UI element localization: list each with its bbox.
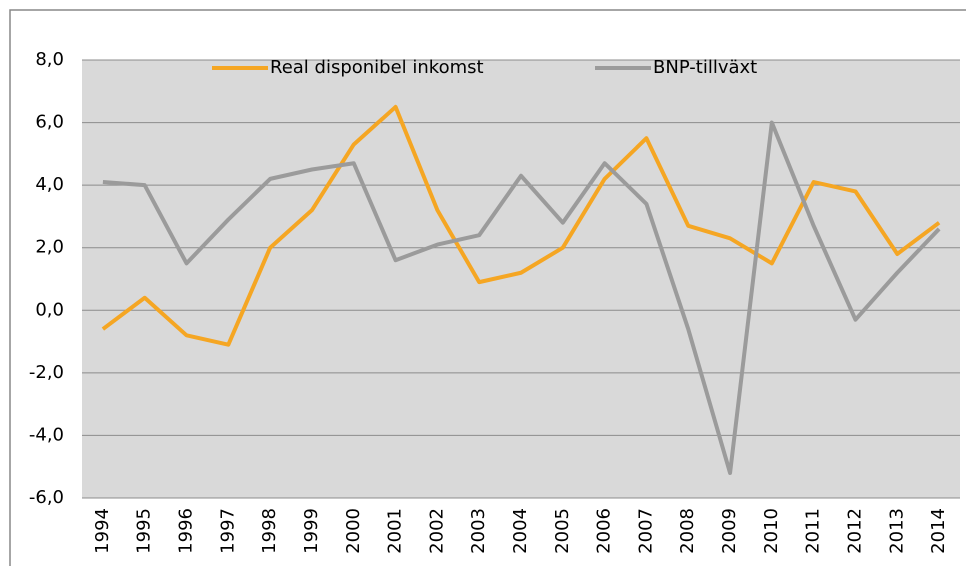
y-tick-label: 8,0	[35, 49, 64, 70]
x-tick-label: 1998	[259, 508, 280, 554]
x-tick-label: 1997	[217, 508, 238, 554]
series-line	[102, 120, 941, 475]
x-tick-label: 2014	[928, 508, 949, 554]
legend-label: BNP-tillväxt	[653, 57, 757, 78]
y-tick-label: -6,0	[29, 487, 64, 508]
x-tick-label: 1996	[176, 508, 197, 554]
x-tick-label: 2003	[468, 508, 489, 554]
x-tick-label: 2009	[719, 508, 740, 554]
y-tick-label: 4,0	[35, 174, 64, 195]
y-tick-label: 2,0	[35, 237, 64, 258]
x-tick-label: 1995	[134, 508, 155, 554]
x-tick-label: 2011	[803, 508, 824, 554]
x-tick-label: 2005	[552, 508, 573, 554]
x-tick-label: 2001	[385, 508, 406, 554]
y-tick-label: -4,0	[29, 424, 64, 445]
legend-label: Real disponibel inkomst	[270, 57, 484, 78]
y-tick-label: 6,0	[35, 112, 64, 133]
x-tick-label: 2007	[635, 508, 656, 554]
plot-area	[82, 60, 960, 498]
x-tick-label: 2004	[510, 508, 531, 554]
y-tick-label: -2,0	[29, 362, 64, 383]
x-tick-label: 1994	[92, 508, 113, 554]
y-tick-label: 0,0	[35, 299, 64, 320]
x-tick-label: 2000	[343, 508, 364, 554]
x-tick-label: 2008	[677, 508, 698, 554]
x-tick-label: 2012	[844, 508, 865, 554]
x-tick-label: 2010	[761, 508, 782, 554]
series-line	[101, 104, 941, 347]
x-tick-label: 1999	[301, 508, 322, 554]
x-tick-label: 2013	[886, 508, 907, 554]
x-tick-label: 2002	[426, 508, 447, 554]
x-tick-label: 2006	[594, 508, 615, 554]
